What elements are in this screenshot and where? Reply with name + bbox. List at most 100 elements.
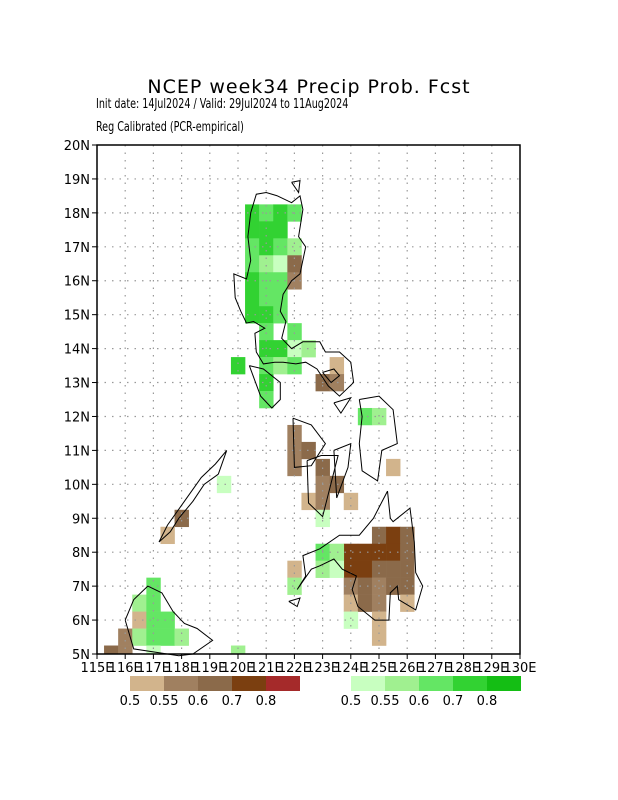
y-tick-label: 8N xyxy=(72,546,90,561)
probability-cell xyxy=(132,594,147,612)
probability-cell xyxy=(287,255,302,273)
probability-cell xyxy=(329,543,345,561)
probability-cell xyxy=(245,221,260,239)
legend-label: 0.8 xyxy=(476,694,498,709)
x-tick-label: 130E xyxy=(503,661,536,676)
legend-label: 0.5 xyxy=(119,694,141,709)
probability-cell xyxy=(259,238,274,256)
legend-swatch xyxy=(453,676,487,691)
probability-cell xyxy=(400,577,415,595)
probability-cell xyxy=(287,357,302,375)
probability-cell xyxy=(386,560,401,578)
x-axis-ticks: 115E116E117E118E119E120E121E122E123E124E… xyxy=(80,654,537,676)
y-tick-label: 12N xyxy=(64,410,90,425)
probability-cell xyxy=(160,628,175,646)
legend-swatch xyxy=(164,676,198,691)
coastline xyxy=(158,450,228,543)
x-tick-label: 119E xyxy=(193,661,226,676)
probability-cell xyxy=(273,204,288,222)
y-tick-label: 13N xyxy=(64,377,90,392)
probability-cell xyxy=(273,289,288,307)
probability-cell xyxy=(287,577,302,595)
probability-cell xyxy=(343,543,359,561)
x-tick-label: 121E xyxy=(250,661,283,676)
probability-cell xyxy=(273,221,288,239)
y-axis-ticks: 5N 6N 7N 8N 9N 10N 11N 12N 13N 14N 15N 16N 17N 18N 19N… xyxy=(64,139,97,663)
x-tick-label: 123E xyxy=(306,661,339,676)
legend-wet-bar xyxy=(351,676,521,691)
probability-cell xyxy=(343,560,359,578)
legend-swatch xyxy=(266,676,300,691)
legend-swatch xyxy=(351,676,385,691)
probability-cell xyxy=(329,374,345,392)
x-tick-label: 126E xyxy=(391,661,424,676)
legend-label: 0.7 xyxy=(442,694,464,709)
probability-cell xyxy=(357,594,373,612)
probability-cell xyxy=(273,255,288,273)
coastline xyxy=(291,179,301,194)
x-tick-label: 115E xyxy=(80,661,113,676)
probability-cell xyxy=(287,323,302,341)
probability-cells xyxy=(104,204,415,654)
probability-cell xyxy=(287,238,302,256)
x-tick-label: 129E xyxy=(475,661,508,676)
probability-cell xyxy=(245,289,260,307)
y-tick-label: 14N xyxy=(64,343,90,358)
map-title: NCEP week34 Precip Prob. Fcst xyxy=(147,76,471,98)
probability-cell xyxy=(273,357,288,375)
y-tick-label: 11N xyxy=(64,444,90,459)
legend-swatch xyxy=(198,676,232,691)
x-tick-label: 124E xyxy=(334,661,367,676)
probability-cell xyxy=(400,543,415,561)
coastline xyxy=(333,396,352,415)
probability-cell xyxy=(230,357,246,375)
x-tick-label: 120E xyxy=(221,661,254,676)
x-tick-label: 116E xyxy=(109,661,142,676)
probability-cell xyxy=(386,543,401,561)
x-tick-label: 127E xyxy=(419,661,452,676)
y-tick-label: 17N xyxy=(64,241,90,256)
legend-swatch xyxy=(419,676,453,691)
x-tick-label: 128E xyxy=(447,661,480,676)
probability-cell xyxy=(357,560,373,578)
probability-cell xyxy=(259,391,274,409)
probability-cell xyxy=(273,340,288,358)
probability-cell xyxy=(174,509,189,528)
x-tick-label: 125E xyxy=(362,661,395,676)
y-tick-label: 6N xyxy=(72,614,90,629)
legend-swatch xyxy=(487,676,521,691)
probability-cell xyxy=(371,628,387,646)
probability-cell xyxy=(301,340,316,358)
map-subtitle-dates: Init date: 14Jul2024 / Valid: 29Jul2024 … xyxy=(96,97,349,112)
probability-cell xyxy=(118,645,133,654)
legend-dry-bar xyxy=(130,676,300,691)
probability-cell xyxy=(386,526,401,545)
probability-cell xyxy=(160,611,175,629)
y-tick-label: 7N xyxy=(72,580,90,595)
probability-cell xyxy=(371,577,387,595)
y-tick-label: 16N xyxy=(64,275,90,290)
probability-cell xyxy=(259,374,274,392)
x-tick-label: 122E xyxy=(278,661,311,676)
probability-cell xyxy=(245,306,260,324)
probability-cell xyxy=(273,272,288,290)
probability-cell xyxy=(343,492,359,511)
y-tick-label: 20N xyxy=(64,139,90,154)
probability-cell xyxy=(259,289,274,307)
probability-cell xyxy=(104,645,119,654)
probability-cell xyxy=(230,645,246,654)
probability-cell xyxy=(357,543,373,561)
coastline xyxy=(292,417,327,468)
probability-cell xyxy=(287,441,302,460)
probability-cell xyxy=(315,560,330,578)
map-frame xyxy=(96,144,521,655)
coastline xyxy=(248,365,281,409)
probability-cell xyxy=(386,458,401,477)
legend-swatch xyxy=(232,676,266,691)
probability-cell xyxy=(216,475,232,494)
legend-label: 0.7 xyxy=(221,694,243,709)
coastline xyxy=(306,455,339,518)
y-tick-label: 5N xyxy=(72,648,90,663)
probability-cell xyxy=(245,255,260,273)
